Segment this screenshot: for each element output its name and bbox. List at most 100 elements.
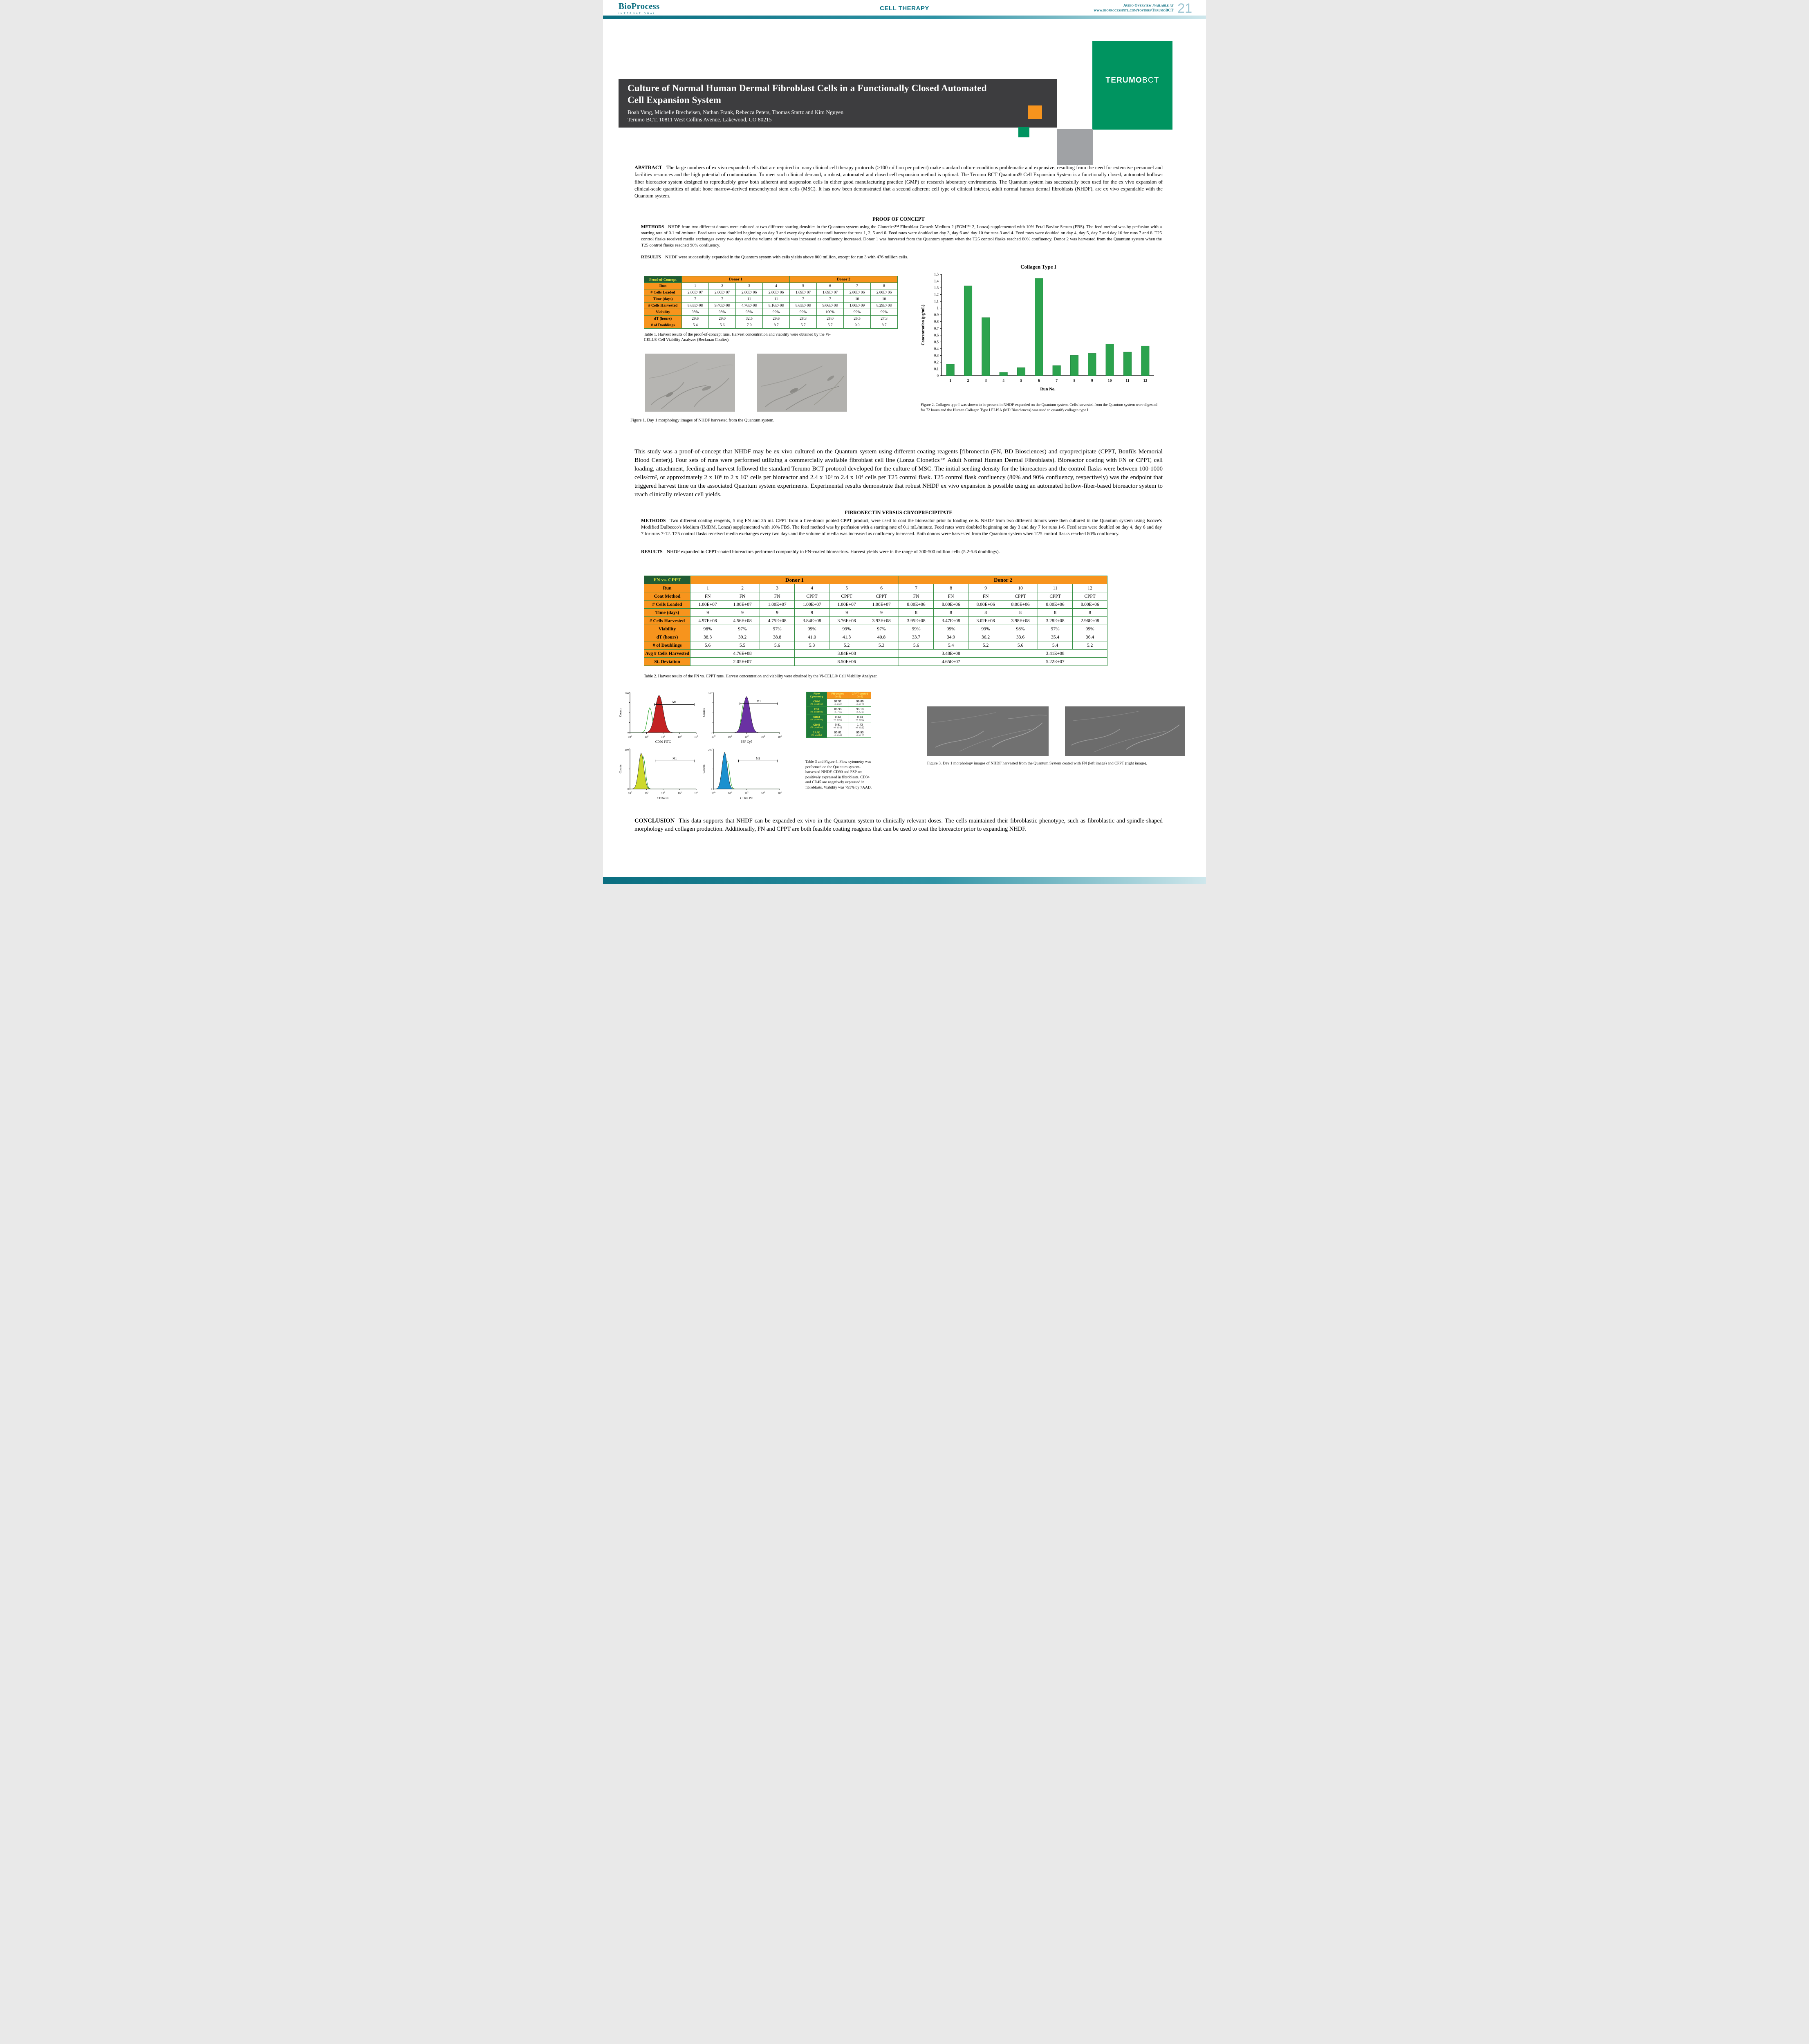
data-cell: 9 — [760, 608, 795, 617]
poster-affiliation: Terumo BCT, 10811 West Collins Avenue, L… — [628, 116, 772, 123]
data-cell: 4.56E+08 — [725, 616, 760, 625]
svg-text:1.3: 1.3 — [934, 286, 939, 290]
data-cell: 5.3 — [794, 641, 830, 650]
data-cell: 1 — [681, 282, 709, 289]
svg-text:100: 100 — [628, 735, 632, 739]
svg-text:200: 200 — [625, 749, 629, 751]
data-cell: 5 — [789, 282, 817, 289]
data-cell: 5.6 — [760, 641, 795, 650]
figure2-caption: Figure 2. Collagen type I was shown to b… — [921, 403, 1157, 412]
data-cell: 27.3 — [870, 315, 898, 322]
svg-text:0.8: 0.8 — [934, 320, 939, 324]
row-label: Coat Method — [643, 592, 691, 601]
svg-text:0.9: 0.9 — [934, 313, 939, 317]
svg-text:101: 101 — [645, 735, 649, 739]
svg-text:CD34 PE: CD34 PE — [657, 796, 670, 800]
data-cell: 2.00E+06 — [843, 289, 871, 296]
fn-vs-cppt-table-host: FN vs. CPPT Donor 1 Donor 2 Run 1 2 3 4 5 6 7 8 9 10 1… — [643, 576, 1108, 666]
svg-text:12: 12 — [1143, 379, 1148, 383]
data-cell: 5.2 — [1072, 641, 1108, 650]
poster-title-line1: Culture of Normal Human Dermal Fibroblas… — [628, 83, 987, 93]
data-cell: 5.2 — [968, 641, 1004, 650]
data-cell: CPPT — [829, 592, 865, 601]
data-cell: 29.6 — [762, 315, 790, 322]
row-label: # Cells Harvested — [643, 616, 691, 625]
data-cell: 6 — [816, 282, 844, 289]
svg-text:CD45 PE: CD45 PE — [740, 796, 753, 800]
svg-text:FSP Cy5: FSP Cy5 — [741, 740, 752, 744]
svg-text:0.2: 0.2 — [934, 360, 939, 364]
svg-text:6: 6 — [1038, 379, 1040, 383]
row-label: # Cells Loaded — [643, 600, 691, 609]
svg-text:103: 103 — [761, 735, 765, 739]
svg-text:CD90 FITC: CD90 FITC — [655, 740, 671, 744]
data-cell: 5.6 — [899, 641, 934, 650]
data-cell: 38.8 — [760, 633, 795, 641]
table-row: dT (hours) 29.6 29.0 32.5 29.6 28.3 28.0 26.5 27… — [644, 315, 898, 322]
flow-table-row: CD90 (% positive) 97.52 +/- 0.08 96.89 +/- 0.… — [806, 699, 871, 707]
data-cell: 9 — [690, 608, 726, 617]
data-cell: FN — [933, 592, 969, 601]
fn-vs-cppt-table: FN vs. CPPT Donor 1 Donor 2 Run 1 2 3 4 5 6 7 8 9 10 1… — [643, 576, 1108, 666]
table-row: Viability 98% 97% 97% 99% 99% 97% 99% 99% 99% 98% 9… — [643, 625, 1108, 633]
svg-text:1: 1 — [937, 306, 939, 310]
svg-text:M1: M1 — [672, 756, 677, 760]
flow-marker-label: CD45 (% positive) — [806, 722, 827, 730]
data-cell: 98% — [690, 625, 726, 633]
table3-figure4-caption: Table 3 and Figure 4. Flow cytometry was… — [805, 760, 872, 790]
flow-cytometry-table: Flow Cytometry FN-coated (n=3) CPPT-coated (n… — [806, 692, 871, 738]
header-right-block: Audio Overview available at www.bioproce… — [1094, 2, 1192, 15]
data-cell: 3.76E+08 — [829, 616, 865, 625]
data-cell: 1.00E+07 — [794, 600, 830, 609]
data-cell: 2.00E+06 — [762, 289, 790, 296]
svg-text:0.5: 0.5 — [934, 340, 939, 344]
row-label: Time (days) — [644, 296, 682, 303]
data-cell: 9.0 — [843, 322, 871, 329]
data-cell: 8 — [968, 608, 1004, 617]
data-cell: CPPT — [1072, 592, 1108, 601]
data-cell: 11 — [762, 296, 790, 303]
data-cell: 99% — [933, 625, 969, 633]
fn-results-label: RESULTS — [641, 549, 663, 554]
data-cell: 9 — [864, 608, 899, 617]
merged-data-cell: 3.41E+08 — [1003, 649, 1108, 658]
data-cell: 99% — [1072, 625, 1108, 633]
row-label: Time (days) — [643, 608, 691, 617]
data-cell: 11 — [735, 296, 763, 303]
data-cell: 99% — [968, 625, 1004, 633]
data-cell: 2.00E+07 — [681, 289, 709, 296]
table-row: # Cells Loaded 1.00E+07 1.00E+07 1.00E+07 1.… — [643, 600, 1108, 609]
data-cell: 8 — [1038, 608, 1073, 617]
data-cell: 7 — [843, 282, 871, 289]
data-cell: 8 — [933, 584, 969, 592]
data-cell: 100% — [816, 309, 844, 316]
micrograph-image — [927, 706, 1049, 756]
svg-text:11: 11 — [1126, 379, 1130, 383]
data-cell: 9.40E+08 — [708, 302, 736, 309]
row-label: # of Doublings — [644, 322, 682, 329]
data-cell: 38.3 — [690, 633, 726, 641]
row-label: # Cells Harvested — [644, 302, 682, 309]
svg-text:1.4: 1.4 — [934, 279, 939, 283]
conclusion-text: This data supports that NHDF can be expa… — [634, 818, 1163, 833]
data-cell: 99% — [789, 309, 817, 316]
flow-table-row: CD45 (% positive) 0.91 +/- 0.46 1.43 +/- 0.82 — [806, 722, 871, 730]
fn-methods-text: Two different coating reagents, 5 mg FN … — [641, 518, 1162, 537]
flow-value-cell: 97.52 +/- 0.08 — [827, 699, 849, 707]
svg-text:103: 103 — [761, 792, 765, 795]
svg-text:10: 10 — [1108, 379, 1112, 383]
svg-text:101: 101 — [728, 792, 732, 795]
svg-text:200: 200 — [708, 692, 712, 695]
data-cell: 8.00E+06 — [933, 600, 969, 609]
data-cell: 7 — [708, 296, 736, 303]
data-cell: 8 — [899, 608, 934, 617]
micrograph-image — [757, 354, 847, 412]
table-corner-cell: Proof-of-Concept — [644, 276, 682, 283]
merged-data-cell: 8.50E+06 — [794, 657, 899, 666]
data-cell: 1.00E+09 — [843, 302, 871, 309]
data-cell: 2.00E+07 — [708, 289, 736, 296]
svg-text:0: 0 — [711, 731, 712, 734]
data-cell: 5 — [829, 584, 865, 592]
figure3-micrograph-fn — [927, 706, 1049, 756]
data-cell: 10 — [870, 296, 898, 303]
